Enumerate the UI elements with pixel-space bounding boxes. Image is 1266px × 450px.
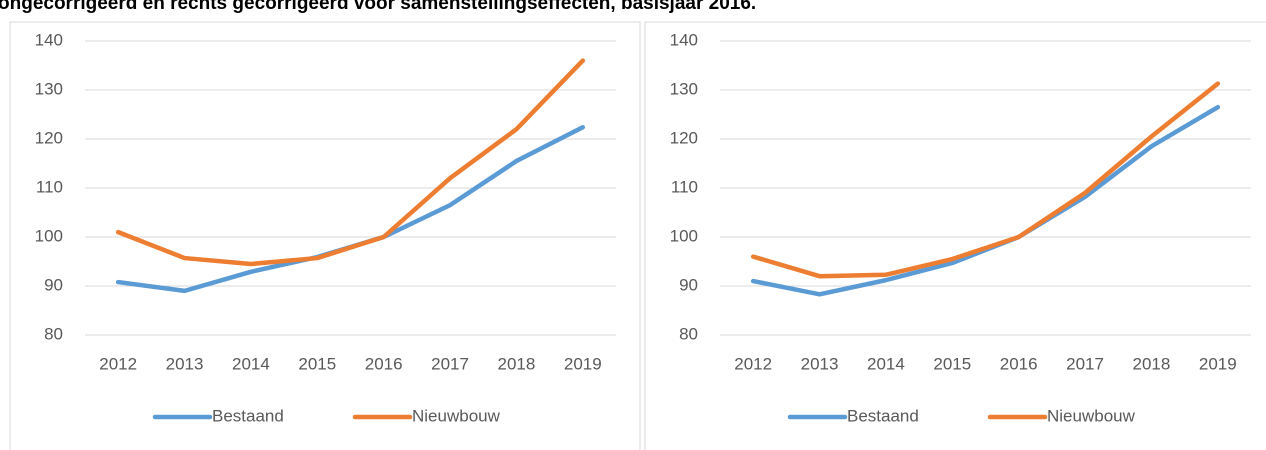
x-tick-label: 2018 bbox=[1133, 354, 1171, 373]
x-tick-label: 2014 bbox=[232, 354, 270, 373]
panel-border bbox=[644, 21, 1266, 450]
x-tick-label: 2013 bbox=[801, 354, 839, 373]
y-tick-label: 140 bbox=[670, 30, 698, 49]
y-tick-label: 80 bbox=[44, 324, 63, 343]
y-tick-label: 90 bbox=[679, 275, 698, 294]
legend-label: Bestaand bbox=[212, 406, 284, 425]
panel-border bbox=[9, 21, 641, 450]
x-tick-label: 2016 bbox=[365, 354, 403, 373]
y-tick-label: 110 bbox=[671, 177, 698, 196]
series-line bbox=[115, 124, 586, 294]
y-tick-label: 90 bbox=[44, 275, 63, 294]
x-tick-label: 2014 bbox=[867, 354, 905, 373]
legend-label: Nieuwbouw bbox=[1047, 406, 1136, 425]
x-tick-label: 2015 bbox=[933, 354, 971, 373]
legend-label: Nieuwbouw bbox=[412, 406, 501, 425]
y-tick-label: 130 bbox=[35, 79, 63, 98]
x-tick-label: 2018 bbox=[498, 354, 536, 373]
x-tick-label: 2017 bbox=[431, 354, 469, 373]
y-tick-label: 100 bbox=[35, 226, 63, 245]
x-tick-label: 2012 bbox=[734, 354, 772, 373]
x-tick-label: 2017 bbox=[1066, 354, 1104, 373]
page-title: ongecorrigeerd en rechts gecorrigeerd vo… bbox=[0, 0, 756, 14]
y-tick-label: 110 bbox=[36, 177, 63, 196]
y-tick-label: 140 bbox=[35, 30, 63, 49]
y-tick-label: 130 bbox=[670, 79, 698, 98]
y-tick-label: 120 bbox=[670, 128, 698, 147]
series-line bbox=[115, 58, 586, 267]
y-tick-label: 120 bbox=[35, 128, 63, 147]
x-tick-label: 2015 bbox=[298, 354, 336, 373]
x-tick-label: 2019 bbox=[1199, 354, 1237, 373]
series-line bbox=[750, 81, 1221, 279]
x-tick-label: 2013 bbox=[166, 354, 204, 373]
legend-label: Bestaand bbox=[847, 406, 919, 425]
x-tick-label: 2016 bbox=[1000, 354, 1038, 373]
y-tick-label: 80 bbox=[679, 324, 698, 343]
y-tick-label: 100 bbox=[670, 226, 698, 245]
series-line bbox=[750, 104, 1221, 297]
x-tick-label: 2012 bbox=[99, 354, 137, 373]
x-tick-label: 2019 bbox=[564, 354, 602, 373]
